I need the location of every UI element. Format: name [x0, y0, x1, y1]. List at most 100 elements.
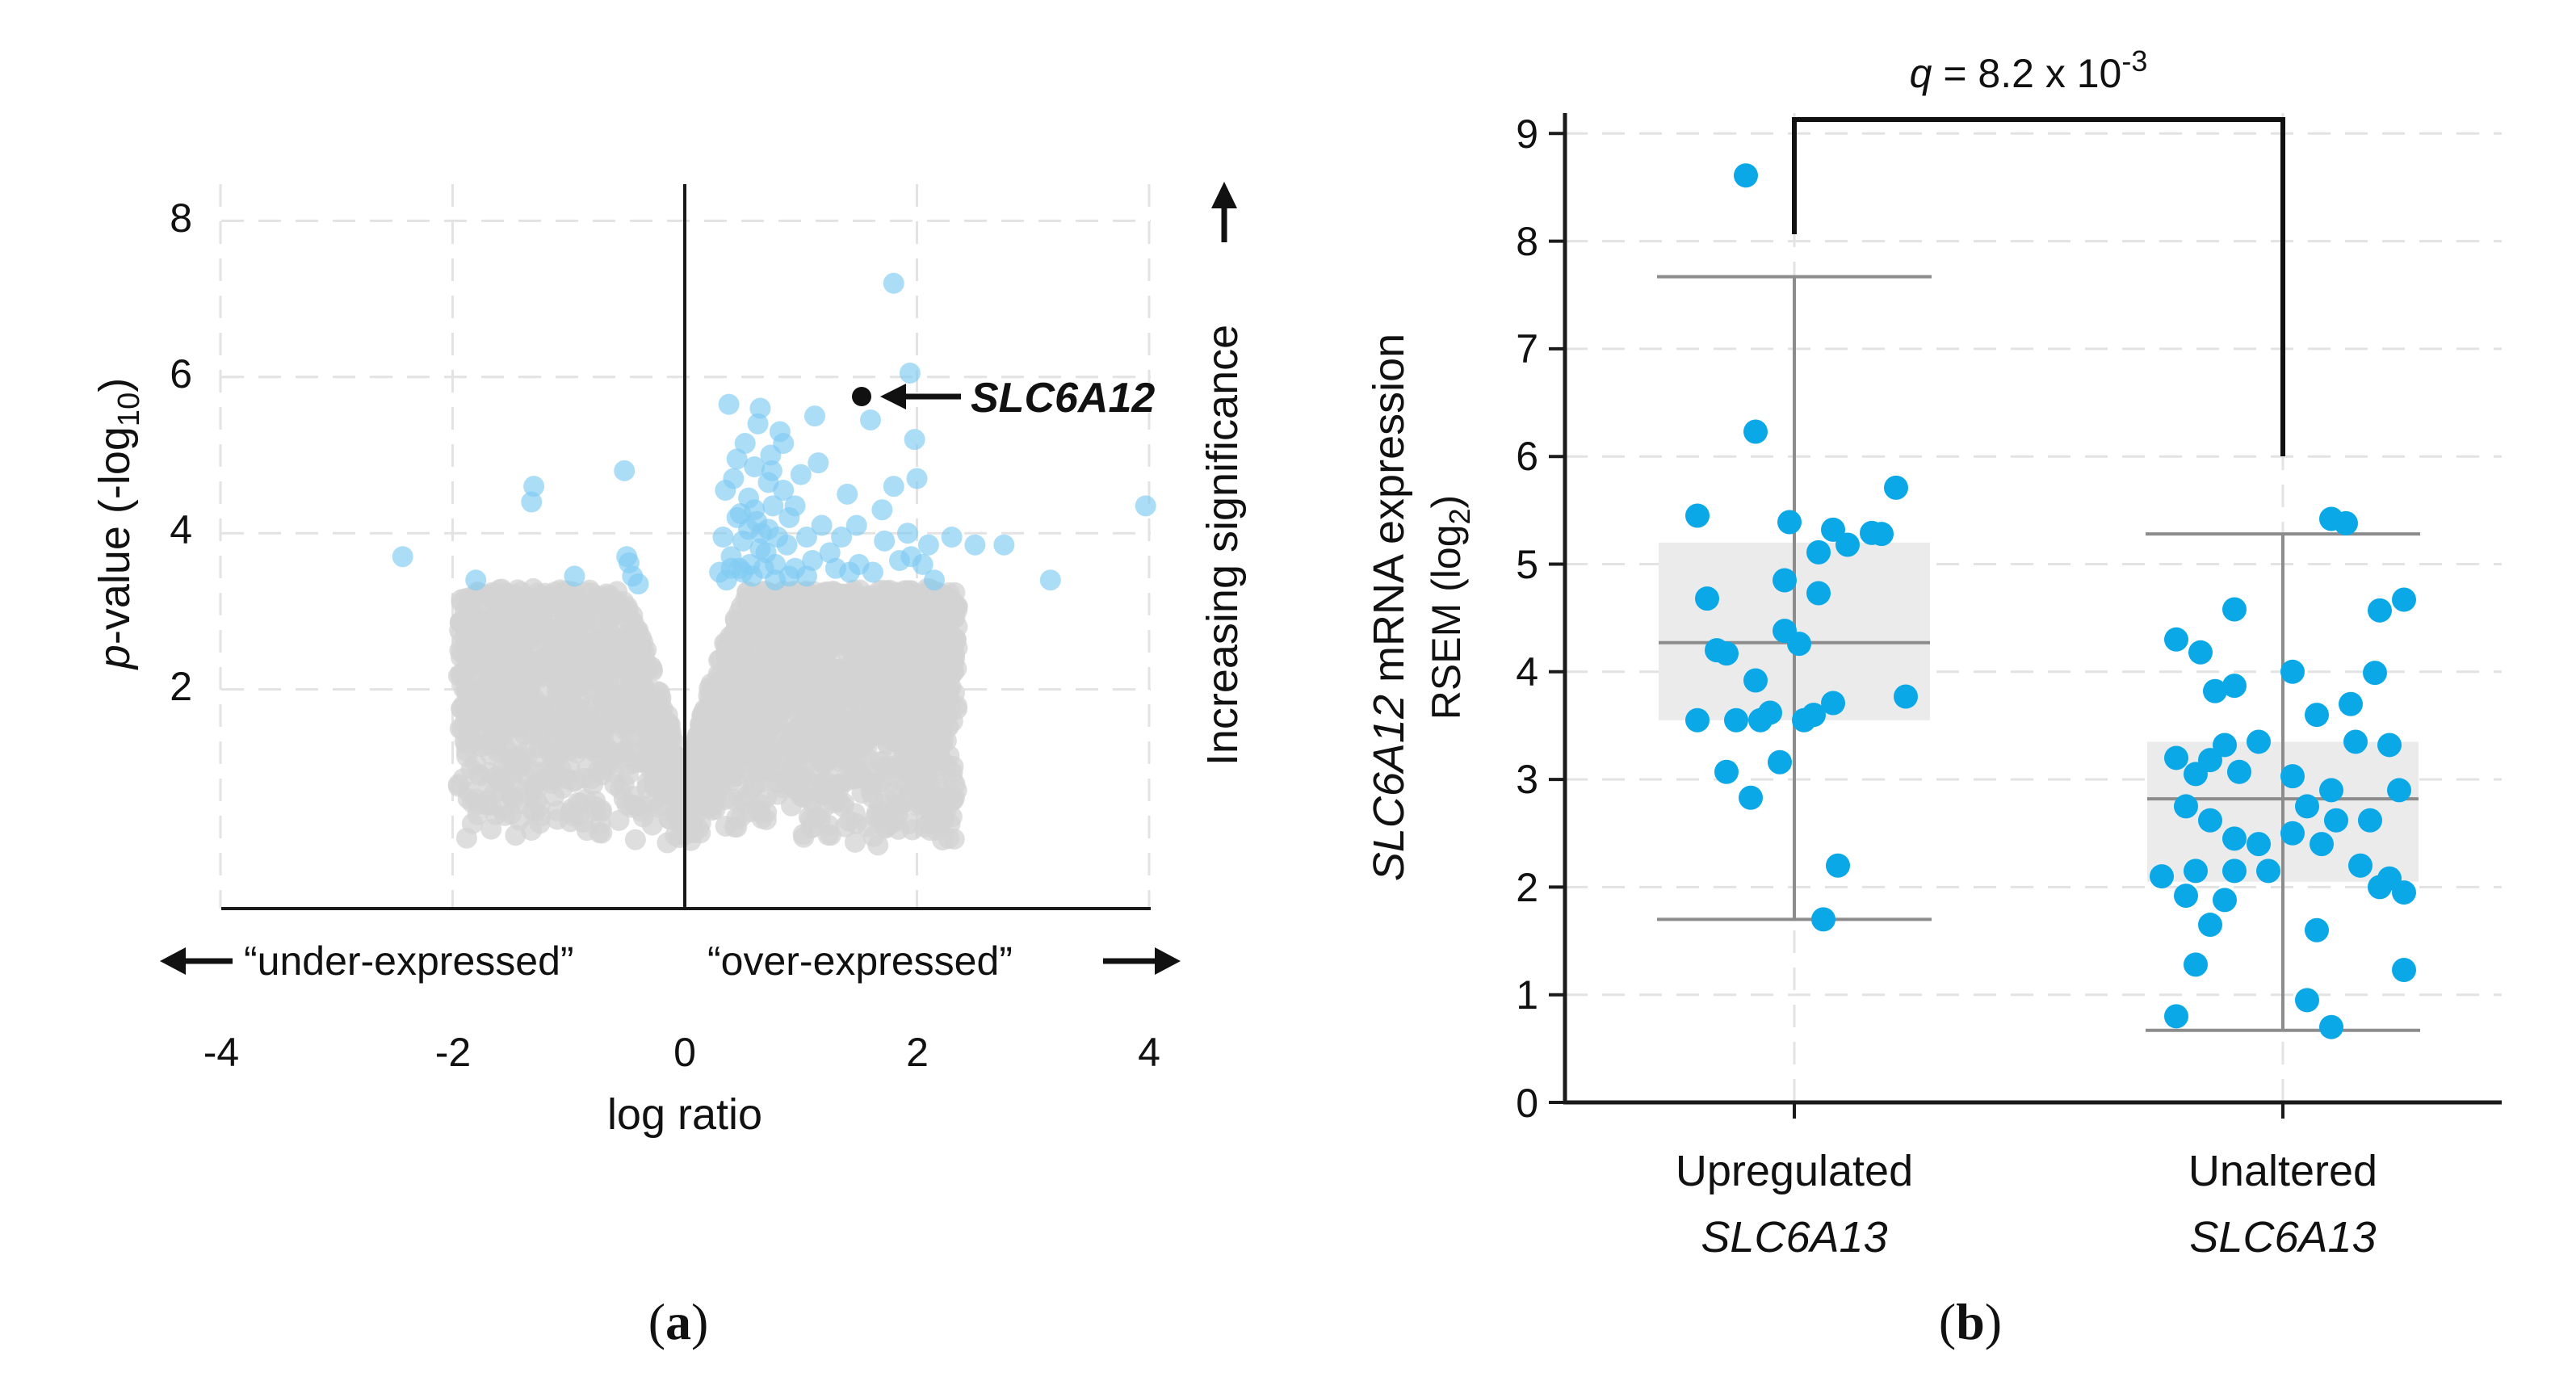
q-italic: q	[1910, 51, 1932, 96]
nonsignificant-point	[557, 705, 579, 727]
caption-b-open: (	[1939, 1293, 1956, 1350]
significant-point	[912, 553, 933, 575]
significant-point	[790, 464, 812, 485]
nonsignificant-point	[553, 642, 575, 664]
box-y-tick-marks	[1549, 132, 1565, 1104]
nonsignificant-point	[624, 681, 646, 703]
significant-point	[883, 272, 904, 294]
expression-point	[2198, 913, 2222, 938]
nonsignificant-point	[615, 628, 637, 649]
nonsignificant-point	[459, 603, 480, 625]
expression-point	[2334, 510, 2358, 535]
volcano-significant-points	[392, 272, 1156, 595]
expression-point	[2164, 745, 2188, 770]
box-plot-points	[1685, 163, 2416, 1039]
expression-point	[2387, 778, 2411, 803]
nonsignificant-point	[851, 783, 873, 804]
significant-point	[795, 527, 817, 548]
expression-point	[1773, 568, 1797, 593]
significant-point	[1039, 569, 1061, 591]
nonsignificant-point	[502, 763, 524, 785]
expression-point	[1768, 749, 1792, 775]
expression-point	[1685, 503, 1710, 528]
nonsignificant-point	[797, 602, 819, 624]
expression-point	[2184, 762, 2208, 787]
significant-point	[712, 527, 734, 548]
nonsignificant-point	[901, 819, 923, 841]
nonsignificant-point	[699, 721, 721, 743]
nonsignificant-point	[797, 695, 819, 716]
significant-point	[523, 476, 545, 497]
nonsignificant-point	[581, 768, 602, 790]
box-y-tick: 7	[1516, 326, 1538, 372]
expression-point	[1811, 907, 1836, 932]
nonsignificant-point	[538, 696, 560, 718]
nonsignificant-point	[624, 829, 646, 850]
box-y-title2-main: RSEM (log	[1424, 524, 1469, 720]
expression-point	[2310, 832, 2334, 857]
nonsignificant-point	[937, 705, 959, 727]
nonsignificant-point	[743, 775, 765, 796]
expression-point	[2174, 884, 2198, 909]
box-y-tick-labels: 0 1 2 3 4 5 6 7 8 9	[1516, 111, 1538, 1126]
y-title-p: p	[90, 644, 139, 670]
nonsignificant-point	[717, 640, 739, 662]
nonsignificant-point	[744, 583, 766, 605]
expression-point	[2150, 864, 2174, 889]
expression-point	[2184, 952, 2208, 977]
nonsignificant-point	[681, 756, 703, 778]
significant-point	[744, 456, 766, 478]
nonsignificant-point	[461, 694, 483, 716]
significant-point	[747, 413, 769, 435]
significant-point	[709, 561, 731, 583]
category-1-line1: Upregulated	[1676, 1147, 1913, 1195]
expression-point	[2358, 808, 2382, 833]
expression-point	[2343, 729, 2368, 754]
nonsignificant-point	[652, 749, 674, 770]
box-plot-panel: 0 1 2 3 4 5 6 7 8 9 SLC6A12 mRNA express…	[1365, 44, 2502, 1350]
significant-point	[924, 569, 946, 591]
nonsignificant-point	[515, 746, 537, 768]
significant-point	[860, 409, 881, 430]
caption-a-close: )	[691, 1293, 708, 1350]
y-title-rest: -value (-log	[90, 426, 139, 644]
box-y-tick: 3	[1516, 757, 1538, 802]
expression-point	[1685, 707, 1710, 733]
nonsignificant-point	[751, 707, 773, 729]
expression-point	[2392, 958, 2416, 983]
expression-point	[2295, 794, 2319, 819]
expression-point	[1806, 581, 1831, 606]
nonsignificant-point	[844, 831, 866, 853]
expression-point	[1758, 700, 1782, 725]
slc6a12-gene-label: SLC6A12	[971, 375, 1155, 422]
nonsignificant-point	[824, 585, 845, 607]
nonsignificant-point	[464, 753, 486, 775]
nonsignificant-point	[781, 629, 803, 651]
nonsignificant-point	[861, 602, 883, 624]
nonsignificant-point	[819, 668, 841, 690]
significant-point	[1135, 495, 1156, 517]
volcano-y-axis-title: p-value (-log10)	[90, 378, 146, 670]
significant-point	[824, 557, 846, 579]
nonsignificant-point	[761, 618, 782, 640]
box-y-title2-close: )	[1424, 495, 1469, 509]
nonsignificant-point	[691, 780, 713, 802]
volcano-y-tick-labels: 2 4 6 8	[170, 195, 192, 709]
significant-point	[564, 565, 585, 587]
expression-point	[2280, 764, 2305, 789]
expression-point	[1743, 668, 1768, 693]
expression-point	[2164, 1004, 2188, 1029]
significant-point	[904, 429, 925, 451]
nonsignificant-point	[787, 585, 809, 607]
expression-point	[2348, 853, 2373, 878]
significant-point	[776, 534, 798, 556]
expression-point	[2305, 703, 2329, 728]
nonsignificant-point	[764, 636, 786, 657]
significance-bracket	[1792, 117, 2285, 456]
q-text: = 8.2 x 10	[1932, 51, 2121, 96]
expression-point	[2227, 759, 2251, 784]
box-y-tick: 0	[1516, 1081, 1538, 1126]
box-y-axis-title-line2: RSEM (log2)	[1424, 495, 1476, 720]
nonsignificant-point	[700, 673, 722, 695]
nonsignificant-point	[808, 720, 830, 742]
